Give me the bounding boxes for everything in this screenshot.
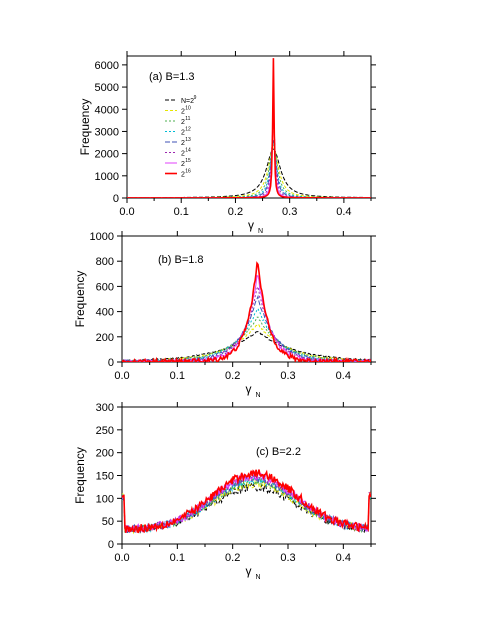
y-tick-label: 0 (108, 539, 114, 551)
x-tick-label: 0.0 (119, 206, 134, 218)
legend-label: N=2 (181, 98, 194, 105)
legend-label: 2 (181, 119, 185, 126)
legend-label: 2 (181, 161, 185, 168)
y-tick-label: 1000 (95, 171, 119, 183)
legend-label-exponent: 13 (185, 137, 191, 143)
series-line-2-12 (127, 140, 371, 198)
series-line-2-11 (127, 143, 371, 198)
y-tick-label: 200 (96, 332, 114, 344)
y-tick-label: 3000 (95, 126, 119, 138)
x-tick-label: 0.2 (228, 206, 243, 218)
chart-panel-3: 0.0 0.1 0.2 0.3 0.4 0 50 100 150 200 250 300 Frequen… (73, 402, 376, 581)
x-axis-label: γ (248, 218, 254, 232)
legend-label: 2 (181, 151, 185, 158)
x-tick-label: 0.0 (114, 370, 129, 382)
y-tick-label: 4000 (95, 104, 119, 116)
x-tick-label: 0.1 (174, 206, 189, 218)
legend-label: 2 (181, 109, 185, 116)
panel-label: (a) B=1.3 (149, 71, 195, 83)
x-tick-label: 0.4 (336, 370, 351, 382)
series-line-N-2-9 (127, 148, 371, 198)
series-line-2-14 (127, 120, 371, 198)
y-tick-label: 6000 (95, 60, 119, 72)
x-tick-label: 0.3 (280, 370, 295, 382)
legend-label: 2 (181, 140, 185, 147)
y-axis-label: Frequency (78, 99, 92, 156)
series-line-2-16 (122, 469, 371, 534)
y-tick-label: 100 (96, 493, 114, 505)
x-tick-label: 0.1 (170, 370, 185, 382)
y-tick-label: 2000 (95, 149, 119, 161)
panel-label: (c) B=2.2 (256, 446, 301, 458)
chart-panel-2: 0.0 0.1 0.2 0.3 0.4 0 200 400 600 800 1000 Frequenc… (73, 231, 376, 399)
x-tick-label: 0.3 (280, 552, 295, 564)
x-tick-label: 0.2 (225, 370, 240, 382)
x-tick-label: 0.0 (114, 552, 129, 564)
y-tick-label: 1000 (90, 231, 114, 243)
plot-frame (121, 235, 372, 363)
x-tick-label: 0.4 (336, 206, 351, 218)
y-tick-label: 400 (96, 307, 114, 319)
legend-label-exponent: 10 (185, 106, 191, 112)
series-line-2-16 (127, 58, 371, 198)
legend-label: 2 (181, 130, 185, 137)
chart-panel-1: 0.0 0.1 0.2 0.3 0.4 0 1000 2000 3000 4000 5000 6000… (78, 51, 376, 235)
series-line-2-10 (127, 146, 371, 198)
legend-label-exponent: 14 (185, 148, 191, 154)
series-line-2-13 (122, 294, 371, 362)
series-line-2-10 (122, 323, 371, 362)
y-tick-label: 250 (96, 425, 114, 437)
legend-label-exponent: 16 (185, 169, 191, 175)
y-tick-label: 150 (96, 471, 114, 483)
y-tick-label: 600 (96, 281, 114, 293)
legend-label-exponent: 9 (194, 95, 197, 101)
x-tick-label: 0.2 (225, 552, 240, 564)
x-axis-label-subscript: N (256, 574, 261, 581)
y-tick-label: 50 (102, 516, 114, 528)
x-tick-label: 0.1 (170, 552, 185, 564)
series-line-2-15 (127, 97, 371, 198)
x-axis-label: γ (246, 564, 252, 578)
series-line-2-13 (127, 140, 371, 198)
legend-label-exponent: 15 (185, 158, 191, 164)
x-axis-label: γ (246, 382, 252, 396)
x-axis-label-subscript: N (258, 228, 263, 235)
legend-label-exponent: 11 (185, 116, 190, 122)
legend-label-exponent: 12 (185, 127, 191, 133)
x-axis-label-subscript: N (256, 392, 261, 399)
series-line-2-16 (122, 261, 371, 362)
panel-label: (b) B=1.8 (158, 254, 204, 266)
y-tick-label: 5000 (95, 82, 119, 94)
x-tick-label: 0.4 (336, 552, 351, 564)
y-tick-label: 300 (96, 402, 114, 414)
y-tick-label: 0 (113, 193, 119, 205)
series-line-2-11 (122, 316, 371, 362)
x-tick-label: 0.3 (282, 206, 297, 218)
y-axis-label: Frequency (73, 447, 87, 504)
legend-label: 2 (181, 172, 185, 179)
y-tick-label: 200 (96, 448, 114, 460)
y-axis-label: Frequency (73, 271, 87, 328)
y-tick-label: 800 (96, 256, 114, 268)
y-tick-label: 0 (108, 357, 114, 369)
series-line-2-15 (122, 275, 371, 362)
